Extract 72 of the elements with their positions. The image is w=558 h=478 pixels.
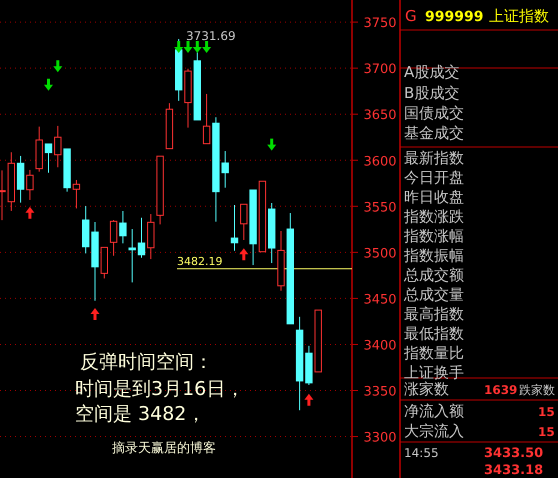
- text: 指数涨幅: [403, 227, 464, 245]
- text: 最高指数: [404, 305, 464, 323]
- y-tick-label: 3600: [363, 154, 397, 170]
- text: 净流入额: [404, 402, 464, 420]
- point: [192, 40, 202, 53]
- candlestick: [82, 206, 90, 254]
- candlestick: [8, 152, 15, 212]
- candlestick: [128, 228, 136, 283]
- text: 15: [538, 425, 555, 439]
- text: 今日开盘: [404, 168, 464, 186]
- point: [25, 206, 34, 219]
- point: [184, 40, 192, 53]
- text: 大宗流入: [404, 422, 464, 440]
- text: 3433.50: [484, 446, 544, 461]
- text: 指数振幅: [403, 246, 464, 264]
- text: 15: [538, 405, 555, 419]
- annotation: 空间是 3482，: [75, 403, 206, 425]
- y-tick-label: 3500: [363, 246, 397, 262]
- point: [202, 40, 212, 53]
- text: 跌家数: [519, 383, 555, 397]
- candlestick: [268, 202, 276, 264]
- text: 上证换手: [404, 364, 464, 382]
- y-tick-label: 3300: [363, 430, 397, 446]
- candlestick: [119, 210, 127, 244]
- text: B股成交: [404, 84, 460, 102]
- point: [53, 60, 62, 72]
- text: 999999: [425, 9, 484, 25]
- candlestick: [16, 155, 24, 204]
- text: 总成交量: [403, 286, 464, 304]
- point: [239, 248, 248, 260]
- text: A股成交: [404, 63, 460, 81]
- y-tick-label: 3400: [363, 338, 397, 354]
- text: 涨家数: [404, 380, 449, 398]
- y-tick-label: 3550: [363, 200, 397, 216]
- text: 上证指数: [489, 7, 549, 25]
- candlestick: [54, 125, 62, 168]
- text: 基金成交: [404, 124, 464, 142]
- point: [304, 394, 314, 406]
- text: 指数涨跌: [403, 208, 464, 226]
- candlestick: [222, 150, 229, 188]
- annotation: 3731.69: [186, 28, 236, 43]
- text: 总成交额: [403, 266, 464, 284]
- y-tick-label: 3650: [363, 108, 397, 124]
- annotation: 摘录天赢居的博客: [112, 440, 216, 456]
- text: 3433.18: [484, 463, 544, 478]
- candlestick: [26, 169, 34, 200]
- text: 14:55: [404, 446, 439, 460]
- ref-line-label: 3482.19: [177, 254, 222, 268]
- text: 最低指数: [404, 324, 464, 342]
- candlestick: [72, 179, 80, 209]
- text: 最新指数: [404, 149, 464, 167]
- text: 国债成交: [404, 104, 464, 122]
- text: 指数量比: [403, 344, 464, 362]
- y-tick-label: 3750: [363, 16, 397, 32]
- y-tick-label: 3350: [363, 384, 397, 400]
- point: [90, 308, 100, 320]
- y-tick-label: 3700: [363, 62, 397, 78]
- candlestick: [277, 230, 285, 292]
- annotation: 反弹时间空间：: [80, 351, 213, 373]
- annotation: 时间是到3月16日，: [75, 378, 244, 400]
- text: G: [405, 7, 417, 25]
- point: [44, 78, 53, 91]
- text: 昨日收盘: [404, 188, 464, 206]
- candlestick: [212, 116, 220, 222]
- point: [174, 40, 184, 53]
- y-tick-label: 3450: [363, 292, 397, 308]
- candlestick: [91, 221, 99, 302]
- candlestick: [147, 214, 154, 260]
- text: 1639: [484, 383, 518, 397]
- point: [267, 138, 276, 151]
- candlestick: [138, 217, 146, 258]
- candlestick: [230, 204, 238, 252]
